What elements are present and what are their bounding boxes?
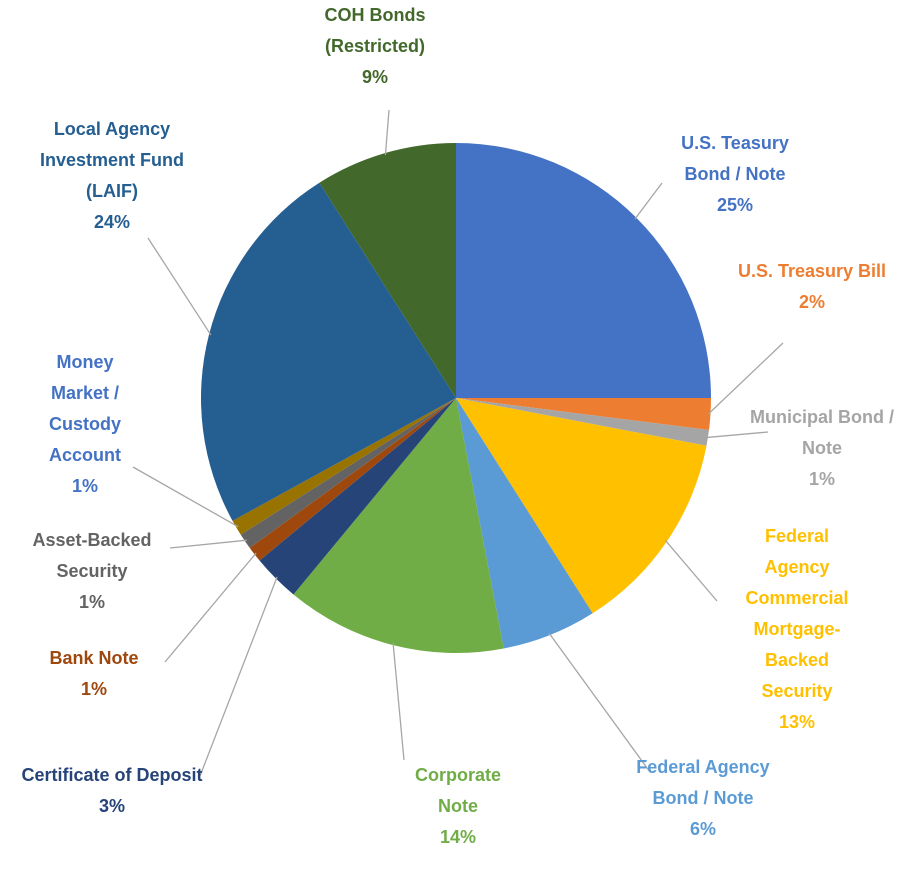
pie-slice — [456, 398, 709, 446]
leader-line — [164, 552, 257, 663]
pie-slice — [319, 143, 456, 398]
slice-percent: 14% — [439, 827, 477, 847]
pie-slice — [201, 182, 456, 521]
slice-label: U.S. Treasury Bill 2% — [737, 256, 887, 318]
slice-label: Municipal Bond / Note 1% — [747, 402, 897, 495]
slice-category: Corporate Note — [414, 765, 501, 816]
slice-category: Local Agency Investment Fund (LAIF) — [39, 119, 184, 201]
slice-label: COH Bonds (Restricted) 9% — [295, 0, 455, 93]
pie-slice — [232, 398, 456, 535]
pie-slice — [259, 398, 456, 595]
slice-category: Certificate of Deposit — [21, 765, 203, 785]
slice-label: Federal Agency Commercial Mortgage-Backe… — [732, 521, 862, 738]
leader-line — [384, 109, 390, 156]
pie-slice — [456, 398, 593, 649]
slice-percent: 25% — [716, 195, 754, 215]
slice-label: Certificate of Deposit 3% — [12, 760, 212, 822]
slice-category: U.S. Treasury Bill — [737, 261, 887, 281]
leader-line — [664, 539, 718, 602]
slice-percent: 1% — [80, 679, 107, 699]
pie-slice — [456, 143, 711, 398]
slice-percent: 1% — [78, 592, 105, 612]
slice-category: Municipal Bond / Note — [750, 407, 894, 458]
leader-line — [147, 237, 212, 336]
slice-category: Money Market / Custody Account — [49, 352, 121, 465]
leader-line — [199, 576, 278, 777]
slice-category: COH Bonds (Restricted) — [324, 5, 426, 56]
pie-slice — [249, 398, 456, 561]
slice-percent: 24% — [93, 212, 131, 232]
leader-line — [705, 431, 769, 439]
slice-label: Bank Note 1% — [24, 643, 164, 705]
leader-line — [132, 466, 239, 528]
slice-category: U.S. Teasury Bond / Note — [681, 133, 789, 184]
leader-line — [634, 182, 663, 220]
slice-percent: 1% — [808, 469, 835, 489]
slice-percent: 9% — [361, 67, 388, 87]
slice-label: U.S. Teasury Bond / Note 25% — [660, 128, 810, 221]
slice-percent: 2% — [798, 292, 825, 312]
slice-category: Asset-Backed Security — [32, 530, 152, 581]
leader-line — [169, 539, 247, 549]
pie-slice — [240, 398, 456, 548]
pie-slice — [293, 398, 504, 654]
slice-label: Money Market / Custody Account 1% — [30, 347, 140, 502]
leader-line — [708, 342, 784, 415]
slice-label: Federal Agency Bond / Note 6% — [633, 752, 773, 845]
slice-percent: 13% — [778, 712, 816, 732]
pie-slice — [456, 398, 707, 614]
slice-category: Bank Note — [49, 648, 139, 668]
slice-percent: 6% — [689, 819, 716, 839]
slice-category: Federal Agency Commercial Mortgage-Backe… — [745, 526, 849, 701]
slice-category: Federal Agency Bond / Note — [636, 757, 770, 808]
leader-line — [392, 642, 405, 761]
slice-label: Asset-Backed Security 1% — [7, 525, 177, 618]
slice-label: Corporate Note 14% — [398, 760, 518, 853]
pie-slice — [456, 398, 711, 430]
slice-label: Local Agency Investment Fund (LAIF) 24% — [27, 114, 197, 238]
slice-percent: 1% — [71, 476, 98, 496]
slice-percent: 3% — [98, 796, 125, 816]
leader-line — [548, 632, 651, 773]
